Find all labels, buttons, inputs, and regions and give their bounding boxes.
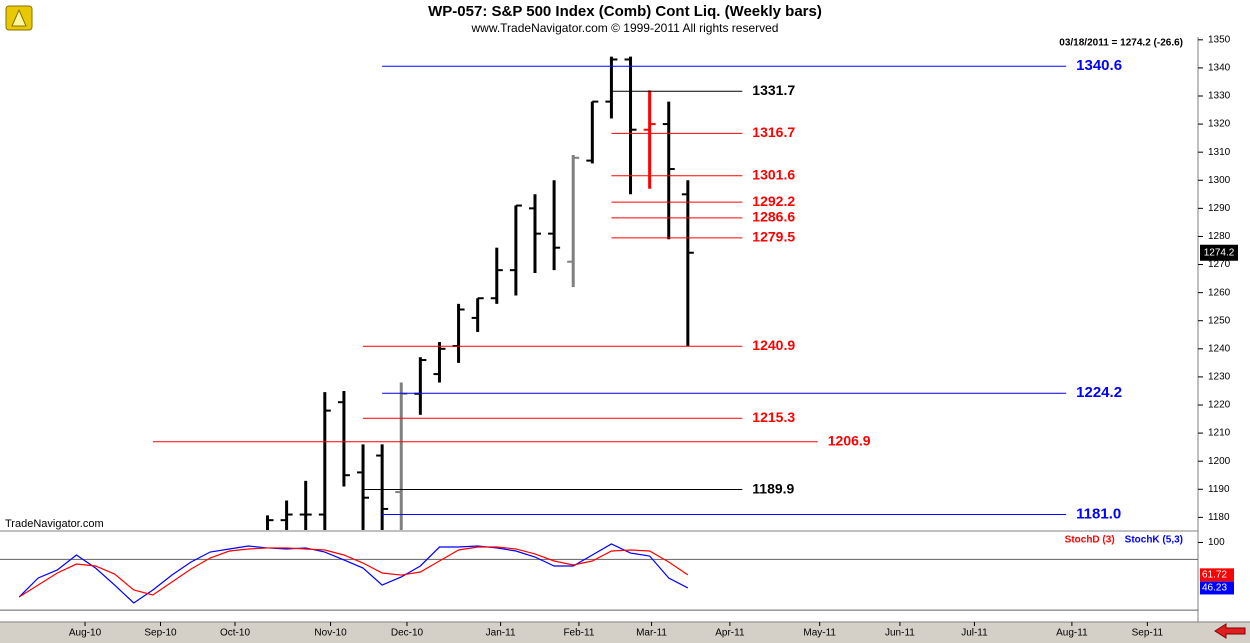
x-tick-label: Feb-11 <box>563 628 594 639</box>
last-price-box <box>1200 244 1238 261</box>
y-tick-label: 1230 <box>1208 372 1231 383</box>
stoch-line <box>18 546 689 598</box>
plot-area <box>265 56 694 530</box>
y-tick-label: 100 <box>1208 537 1225 548</box>
x-tick-label: Jul-11 <box>961 628 988 639</box>
x-tick-label: Sep-11 <box>1132 628 1164 639</box>
last-price-annotation: 03/18/2011 = 1274.2 (-26.6) <box>1059 38 1183 49</box>
y-tick-label: 1250 <box>1208 315 1231 326</box>
y-tick-label: 1190 <box>1208 484 1230 495</box>
last-price-label: 1274.2 <box>1204 247 1235 258</box>
level-label: 1240.9 <box>752 337 795 353</box>
legend-entry: StochD (3) <box>1065 535 1115 546</box>
level-label: 1331.7 <box>752 82 795 98</box>
y-tick-label: 1210 <box>1208 428 1231 439</box>
x-tick-label: Mar-11 <box>636 628 667 639</box>
last-value-label: 46.23 <box>1202 583 1227 594</box>
level-label: 1206.9 <box>828 432 871 448</box>
y-tick-label: 1220 <box>1208 400 1231 411</box>
x-tick-label: Oct-10 <box>220 628 250 639</box>
scroll-arrow[interactable] <box>1214 623 1246 639</box>
y-tick-label: 1180 <box>1208 512 1230 523</box>
y-tick-label: 1340 <box>1208 63 1231 74</box>
level-label: 1316.7 <box>752 124 795 140</box>
last-value-box <box>1200 581 1234 595</box>
level-label: 1215.3 <box>752 409 795 425</box>
y-tick-label: 1270 <box>1208 259 1231 270</box>
x-tick-label: Jun-11 <box>885 628 915 639</box>
logo <box>5 5 33 31</box>
legend-entry: StochK (5,3) <box>1125 535 1183 546</box>
chart-subtitle: www.TradeNavigator.com © 1999-2011 All r… <box>471 21 779 35</box>
y-tick-label: 1200 <box>1208 456 1231 467</box>
plot-area <box>18 543 689 604</box>
x-tick-label: Apr-11 <box>715 628 745 639</box>
level-label: 1292.2 <box>752 193 795 209</box>
x-tick-label: Dec-10 <box>391 628 424 639</box>
y-tick-label: 1300 <box>1208 175 1231 186</box>
level-label: 1181.0 <box>1076 506 1121 523</box>
chart-title: WP-057: S&P 500 Index (Comb) Cont Liq. (… <box>428 3 822 20</box>
x-tick-label: Aug-11 <box>1056 628 1088 639</box>
y-tick-label: 1280 <box>1208 231 1231 242</box>
x-tick-label: Sep-10 <box>144 628 177 639</box>
y-tick-label: 1240 <box>1208 343 1231 354</box>
y-tick-label: 1330 <box>1208 91 1231 102</box>
x-tick-label: May-11 <box>803 628 836 639</box>
level-label: 1286.6 <box>752 209 795 225</box>
y-tick-label: 1290 <box>1208 203 1231 214</box>
level-label: 1224.2 <box>1076 384 1122 401</box>
y-tick-label: 1320 <box>1208 119 1231 130</box>
level-label: 1340.6 <box>1076 57 1122 74</box>
level-label: 1189.9 <box>752 480 794 496</box>
y-tick-label: 1310 <box>1208 147 1231 158</box>
y-tick-label: 1350 <box>1208 34 1231 45</box>
x-axis-band <box>0 622 1250 643</box>
x-tick-label: Jan-11 <box>486 628 516 639</box>
last-value-label: 61.72 <box>1202 569 1227 580</box>
x-tick-label: Nov-10 <box>314 628 347 639</box>
watermark: TradeNavigator.com <box>5 518 104 530</box>
last-value-box <box>1200 568 1234 582</box>
y-tick-label: 1260 <box>1208 287 1231 298</box>
x-tick-label: Aug-10 <box>69 628 102 639</box>
level-label: 1279.5 <box>752 229 795 245</box>
level-label: 1301.6 <box>752 166 795 182</box>
